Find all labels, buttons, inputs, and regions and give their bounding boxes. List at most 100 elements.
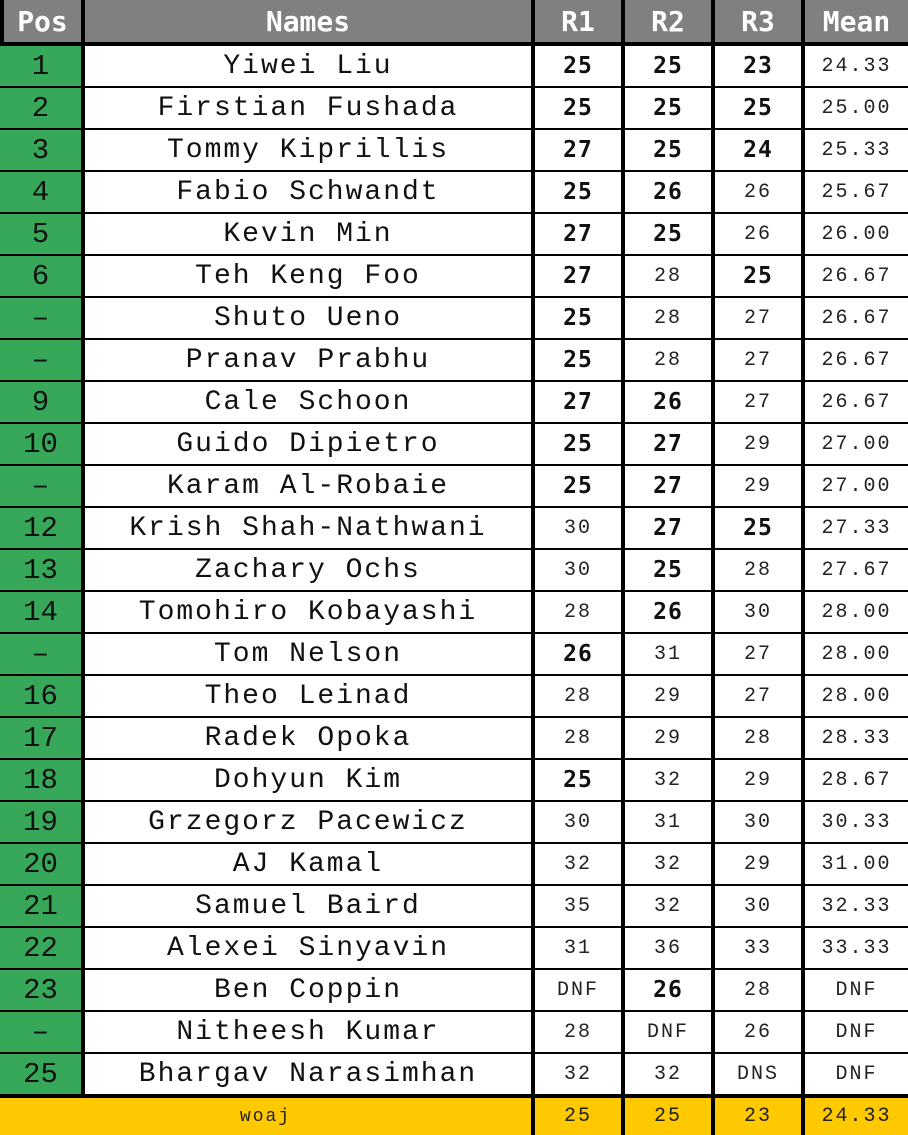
r2-cell: 28 (625, 256, 715, 298)
position-cell: 4 (0, 172, 85, 214)
table-row: 22 Alexei Sinyavin 31 36 33 33.33 (0, 928, 908, 970)
position-cell: 10 (0, 424, 85, 466)
r1-cell: 28 (535, 718, 625, 760)
position-cell: – (0, 634, 85, 676)
r2-cell: 32 (625, 844, 715, 886)
position-cell: 17 (0, 718, 85, 760)
name-cell: Fabio Schwandt (85, 172, 535, 214)
mean-cell: 30.33 (805, 802, 908, 844)
footer-label: woaj (0, 1098, 535, 1135)
r1-cell: 25 (535, 760, 625, 802)
r3-cell: 30 (715, 802, 805, 844)
table-row: – Shuto Ueno 25 28 27 26.67 (0, 298, 908, 340)
mean-cell: 25.00 (805, 88, 908, 130)
position-cell: 9 (0, 382, 85, 424)
r3-cell: 25 (715, 88, 805, 130)
position-cell: 25 (0, 1054, 85, 1098)
mean-cell: 26.67 (805, 382, 908, 424)
name-cell: Tomohiro Kobayashi (85, 592, 535, 634)
name-cell: Tom Nelson (85, 634, 535, 676)
mean-cell: 32.33 (805, 886, 908, 928)
position-cell: 18 (0, 760, 85, 802)
r1-cell: 28 (535, 1012, 625, 1054)
position-cell: 12 (0, 508, 85, 550)
r1-cell: DNF (535, 970, 625, 1012)
r2-cell: 32 (625, 760, 715, 802)
r1-cell: 35 (535, 886, 625, 928)
r2-cell: 29 (625, 676, 715, 718)
r1-cell: 30 (535, 550, 625, 592)
r3-cell: 26 (715, 172, 805, 214)
header-r2: R2 (625, 0, 715, 46)
mean-cell: 25.33 (805, 130, 908, 172)
r2-cell: 25 (625, 88, 715, 130)
mean-cell: 33.33 (805, 928, 908, 970)
table-row: 23 Ben Coppin DNF 26 28 DNF (0, 970, 908, 1012)
position-cell: 21 (0, 886, 85, 928)
table-row: 3 Tommy Kiprillis 27 25 24 25.33 (0, 130, 908, 172)
position-cell: 23 (0, 970, 85, 1012)
name-cell: Teh Keng Foo (85, 256, 535, 298)
r2-cell: 36 (625, 928, 715, 970)
position-cell: – (0, 298, 85, 340)
r1-cell: 25 (535, 298, 625, 340)
r1-cell: 26 (535, 634, 625, 676)
r1-cell: 30 (535, 802, 625, 844)
r2-cell: 31 (625, 802, 715, 844)
table-row: – Nitheesh Kumar 28 DNF 26 DNF (0, 1012, 908, 1054)
r3-cell: 29 (715, 424, 805, 466)
r2-cell: 31 (625, 634, 715, 676)
r3-cell: 27 (715, 340, 805, 382)
name-cell: Pranav Prabhu (85, 340, 535, 382)
r1-cell: 25 (535, 46, 625, 88)
table-row: – Pranav Prabhu 25 28 27 26.67 (0, 340, 908, 382)
r2-cell: 27 (625, 424, 715, 466)
mean-cell: 27.67 (805, 550, 908, 592)
r3-cell: 28 (715, 550, 805, 592)
name-cell: Karam Al-Robaie (85, 466, 535, 508)
table-row: 9 Cale Schoon 27 26 27 26.67 (0, 382, 908, 424)
r2-cell: 28 (625, 340, 715, 382)
table-row: 20 AJ Kamal 32 32 29 31.00 (0, 844, 908, 886)
r1-cell: 32 (535, 844, 625, 886)
table-row: 21 Samuel Baird 35 32 30 32.33 (0, 886, 908, 928)
mean-cell: 28.67 (805, 760, 908, 802)
results-body: 1 Yiwei Liu 25 25 23 24.33 2 Firstian Fushada 25… (0, 46, 908, 1098)
table-row: 13 Zachary Ochs 30 25 28 27.67 (0, 550, 908, 592)
table-row: – Karam Al-Robaie 25 27 29 27.00 (0, 466, 908, 508)
r1-cell: 32 (535, 1054, 625, 1098)
r2-cell: 25 (625, 46, 715, 88)
position-cell: 16 (0, 676, 85, 718)
r1-cell: 25 (535, 340, 625, 382)
table-row: 16 Theo Leinad 28 29 27 28.00 (0, 676, 908, 718)
mean-cell: 27.33 (805, 508, 908, 550)
table-row: 18 Dohyun Kim 25 32 29 28.67 (0, 760, 908, 802)
r2-cell: 32 (625, 886, 715, 928)
r2-cell: 29 (625, 718, 715, 760)
name-cell: Yiwei Liu (85, 46, 535, 88)
r1-cell: 30 (535, 508, 625, 550)
position-cell: – (0, 466, 85, 508)
name-cell: Kevin Min (85, 214, 535, 256)
r3-cell: 27 (715, 298, 805, 340)
r3-cell: 30 (715, 592, 805, 634)
r3-cell: DNS (715, 1054, 805, 1098)
mean-cell: 28.00 (805, 676, 908, 718)
r2-cell: 25 (625, 214, 715, 256)
table-row: 5 Kevin Min 27 25 26 26.00 (0, 214, 908, 256)
position-cell: 22 (0, 928, 85, 970)
r2-cell: 27 (625, 466, 715, 508)
header-row: Pos Names R1 R2 R3 Mean (0, 0, 908, 46)
r1-cell: 25 (535, 466, 625, 508)
position-cell: – (0, 340, 85, 382)
footer-row: woaj 25 25 23 24.33 (0, 1098, 908, 1135)
r3-cell: 27 (715, 634, 805, 676)
r1-cell: 28 (535, 676, 625, 718)
r2-cell: DNF (625, 1012, 715, 1054)
r3-cell: 25 (715, 256, 805, 298)
r1-cell: 25 (535, 424, 625, 466)
name-cell: Shuto Ueno (85, 298, 535, 340)
name-cell: Radek Opoka (85, 718, 535, 760)
mean-cell: 25.67 (805, 172, 908, 214)
r1-cell: 25 (535, 88, 625, 130)
